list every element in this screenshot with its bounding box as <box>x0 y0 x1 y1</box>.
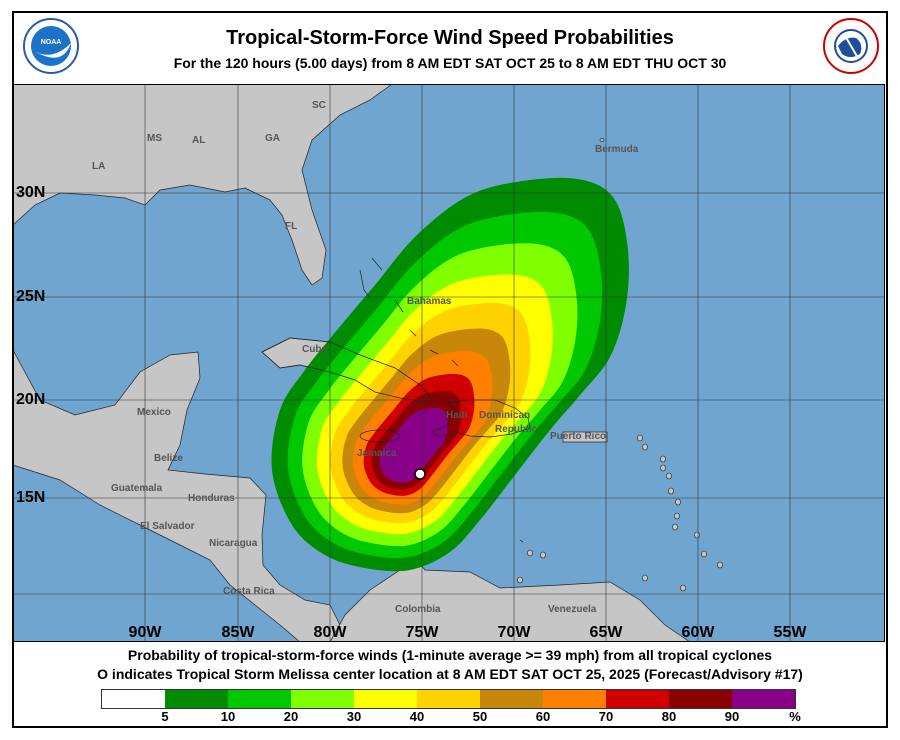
chart-subtitle: For the 120 hours (5.00 days) from 8 AM … <box>173 55 727 71</box>
label-dominican-republic-2: Republic <box>495 424 538 435</box>
label-bahamas: Bahamas <box>407 296 452 307</box>
island <box>675 498 681 506</box>
colorbar-swatch <box>732 690 795 708</box>
colorbar-label: 20 <box>283 709 299 724</box>
island <box>674 512 680 520</box>
colorbar-label: % <box>789 709 801 724</box>
longitude-label: 70W <box>498 624 532 641</box>
probability-colorbar <box>101 689 796 709</box>
latitude-label: 25N <box>16 288 45 305</box>
island <box>642 574 648 582</box>
label-bermuda: Bermuda <box>595 144 639 155</box>
label-mexico: Mexico <box>137 407 171 418</box>
longitude-label: 60W <box>682 624 716 641</box>
label-venezuela: Venezuela <box>548 604 597 615</box>
island <box>517 576 523 584</box>
nws-logo <box>823 18 879 74</box>
label-el-salvador: El Salvador <box>140 521 195 532</box>
island <box>672 523 678 531</box>
colorbar-swatch <box>354 690 417 708</box>
svg-text:NOAA: NOAA <box>41 39 62 46</box>
colorbar-label: 10 <box>220 709 236 724</box>
island <box>694 531 700 539</box>
colorbar-label: 80 <box>661 709 677 724</box>
island <box>668 487 674 495</box>
probability-contour-90 <box>379 407 448 483</box>
colorbar-label: 30 <box>346 709 362 724</box>
island <box>660 455 666 463</box>
island <box>527 549 533 557</box>
label-belize: Belize <box>154 453 183 464</box>
island <box>701 550 707 558</box>
label-puerto-rico: Puerto Rico <box>550 431 606 442</box>
colorbar-label: 70 <box>598 709 614 724</box>
land-puerto-rico <box>562 431 608 443</box>
label-guatemala: Guatemala <box>111 483 163 494</box>
longitude-label: 85W <box>222 624 256 641</box>
label-ms: MS <box>147 133 162 144</box>
label-sc: SC <box>312 100 326 111</box>
island <box>717 561 723 569</box>
label-haiti: Haiti <box>446 410 468 421</box>
latitude-label: 20N <box>16 391 45 408</box>
latitude-label: 30N <box>16 184 45 201</box>
probability-map: LA MS AL GA SC FL Mexico Belize Guatemal… <box>13 84 885 642</box>
label-al: AL <box>192 135 205 146</box>
longitude-label: 80W <box>314 624 348 641</box>
longitude-label: 65W <box>590 624 624 641</box>
label-colombia: Colombia <box>395 604 441 615</box>
colorbar-label: 50 <box>472 709 488 724</box>
label-honduras: Honduras <box>188 493 235 504</box>
colorbar-swatch <box>543 690 606 708</box>
label-fl: FL <box>285 221 297 232</box>
longitude-label: 55W <box>774 624 808 641</box>
storm-center-marker <box>414 468 426 480</box>
colorbar-swatch <box>228 690 291 708</box>
chart-title: Tropical-Storm-Force Wind Speed Probabil… <box>226 27 674 49</box>
label-dominican-republic: Dominican <box>479 410 530 421</box>
longitude-label: 90W <box>129 624 163 641</box>
label-ga: GA <box>265 133 280 144</box>
colorbar-label: 90 <box>724 709 740 724</box>
label-jamaica: Jamaica <box>357 448 397 459</box>
colorbar-label: 60 <box>535 709 551 724</box>
label-cuba: Cuba <box>302 344 327 355</box>
label-la: LA <box>92 161 105 172</box>
island <box>540 551 546 559</box>
colorbar-swatch <box>102 690 165 708</box>
longitude-label: 75W <box>406 624 440 641</box>
label-nicaragua: Nicaragua <box>209 538 258 549</box>
legend-description: Probability of tropical-storm-force wind… <box>127 647 773 663</box>
colorbar-label: 40 <box>409 709 425 724</box>
latitude-label: 15N <box>16 489 45 506</box>
colorbar-swatch <box>480 690 543 708</box>
colorbar-swatch <box>606 690 669 708</box>
island <box>637 434 643 442</box>
legend-storm-note: O indicates Tropical Storm Melissa cente… <box>97 666 803 682</box>
island <box>642 443 648 451</box>
island <box>666 472 672 480</box>
island <box>680 584 686 592</box>
island <box>660 464 666 472</box>
colorbar-swatch <box>291 690 354 708</box>
colorbar-label: 5 <box>161 709 169 724</box>
colorbar-swatch <box>165 690 228 708</box>
land-bermuda <box>599 138 605 142</box>
land-southeast-us <box>13 84 393 286</box>
land-south-america <box>329 554 691 642</box>
label-costa-rica: Costa Rica <box>223 586 275 597</box>
noaa-logo: NOAA <box>23 18 79 74</box>
colorbar-swatch <box>669 690 732 708</box>
land-mexico-central-america <box>13 349 341 642</box>
colorbar-swatch <box>417 690 480 708</box>
